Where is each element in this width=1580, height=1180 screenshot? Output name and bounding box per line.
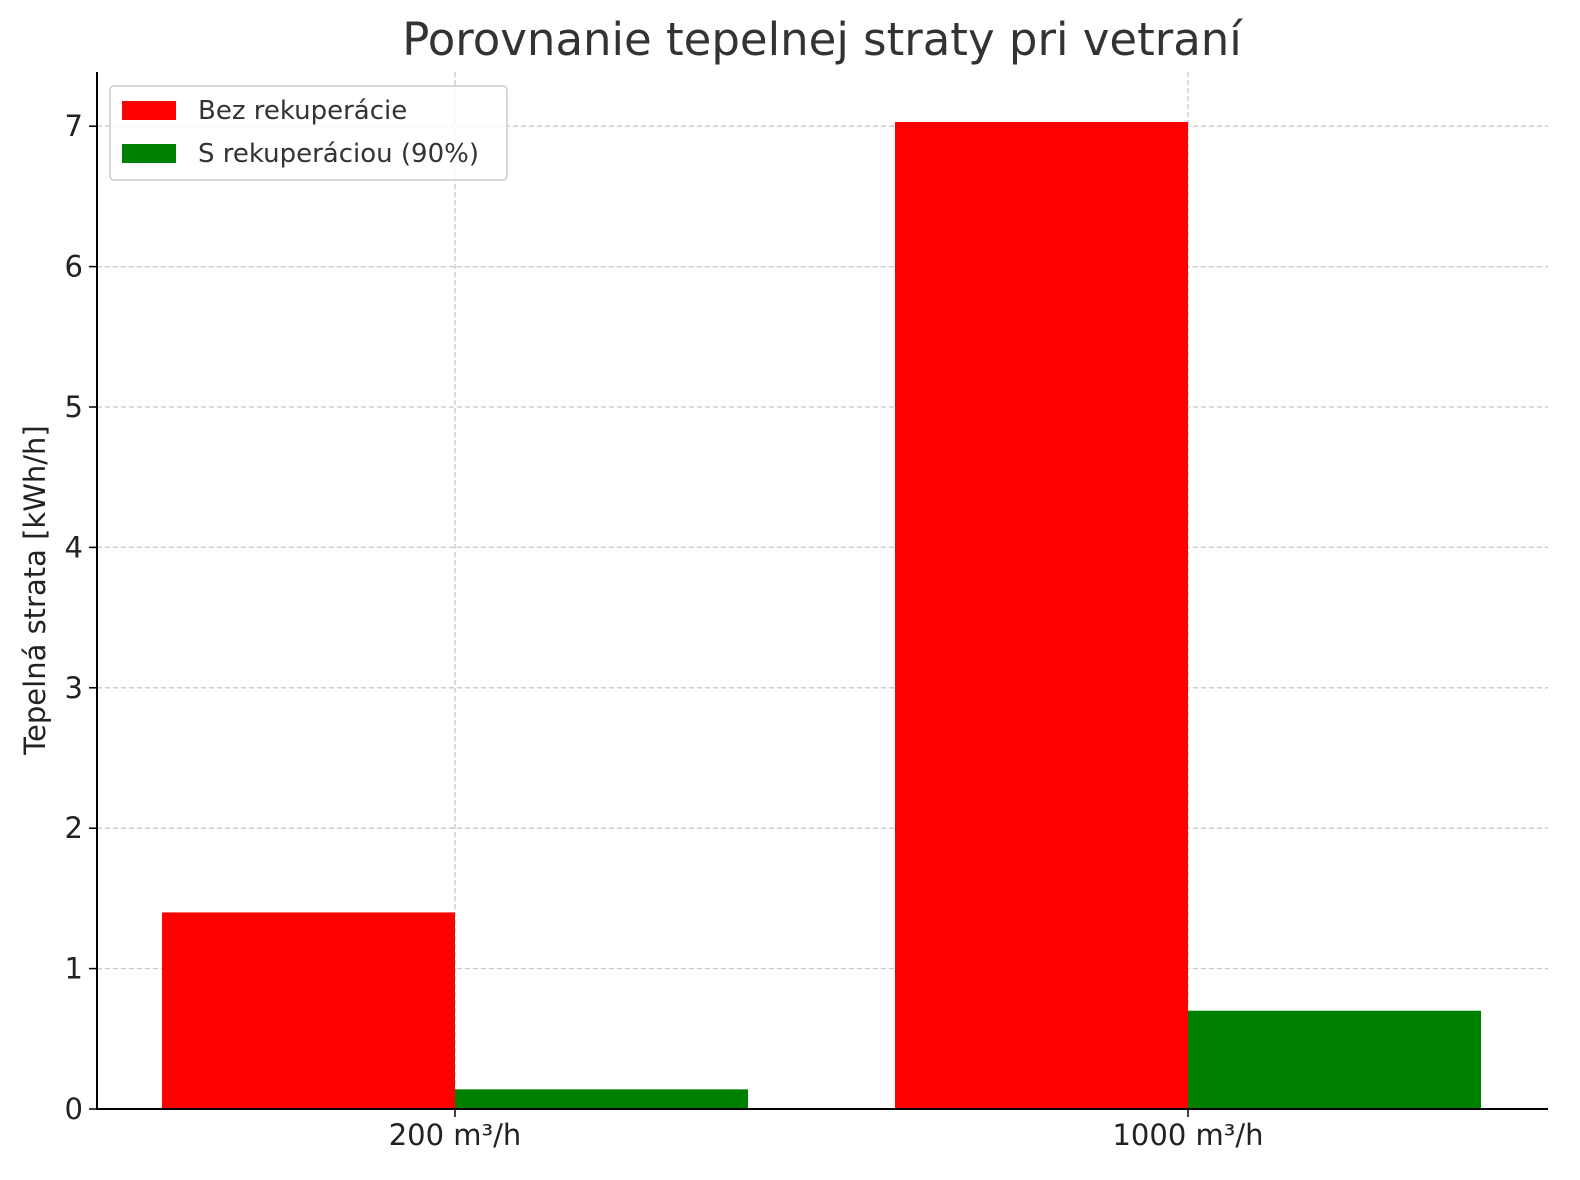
legend: Bez rekuperácie S rekuperáciou (90%): [109, 85, 508, 181]
y-tick-label-0: 0: [65, 1092, 83, 1126]
legend-swatch-s-rekuperaciou: [122, 144, 176, 163]
bar-series-0-category-1: [895, 121, 1188, 1110]
bar-series-0-category-0: [162, 912, 455, 1109]
y-tick-label-6: 6: [65, 250, 83, 284]
y-tick-label-1: 1: [65, 952, 83, 986]
bar-series-1-category-1: [1188, 1010, 1481, 1109]
x-tick-label-1: 1000 m³/h: [1112, 1118, 1263, 1152]
y-tick-label-7: 7: [65, 109, 83, 143]
y-ticks: 0 1 2 3 4 5 6 7: [65, 109, 97, 1126]
legend-label-s-rekuperaciou: S rekuperáciou (90%): [198, 139, 479, 169]
bar-series-1-category-0: [455, 1089, 748, 1109]
x-ticks: 200 m³/h 1000 m³/h: [389, 1109, 1264, 1152]
y-axis-label: Tepelná strata [kWh/h]: [18, 425, 52, 755]
y-tick-label-4: 4: [65, 530, 83, 564]
axes: [96, 72, 1548, 1110]
legend-frame: [109, 85, 508, 181]
chart-title: Porovnanie tepelnej straty pri vetraní: [402, 13, 1243, 66]
legend-swatch-bez-rekuperacie: [122, 101, 176, 120]
y-tick-label-5: 5: [65, 390, 83, 424]
x-tick-label-0: 200 m³/h: [389, 1118, 522, 1152]
y-tick-label-2: 2: [65, 811, 83, 845]
bars: [162, 121, 1481, 1110]
y-tick-label-3: 3: [65, 671, 83, 705]
legend-label-bez-rekuperacie: Bez rekuperácie: [198, 96, 407, 126]
